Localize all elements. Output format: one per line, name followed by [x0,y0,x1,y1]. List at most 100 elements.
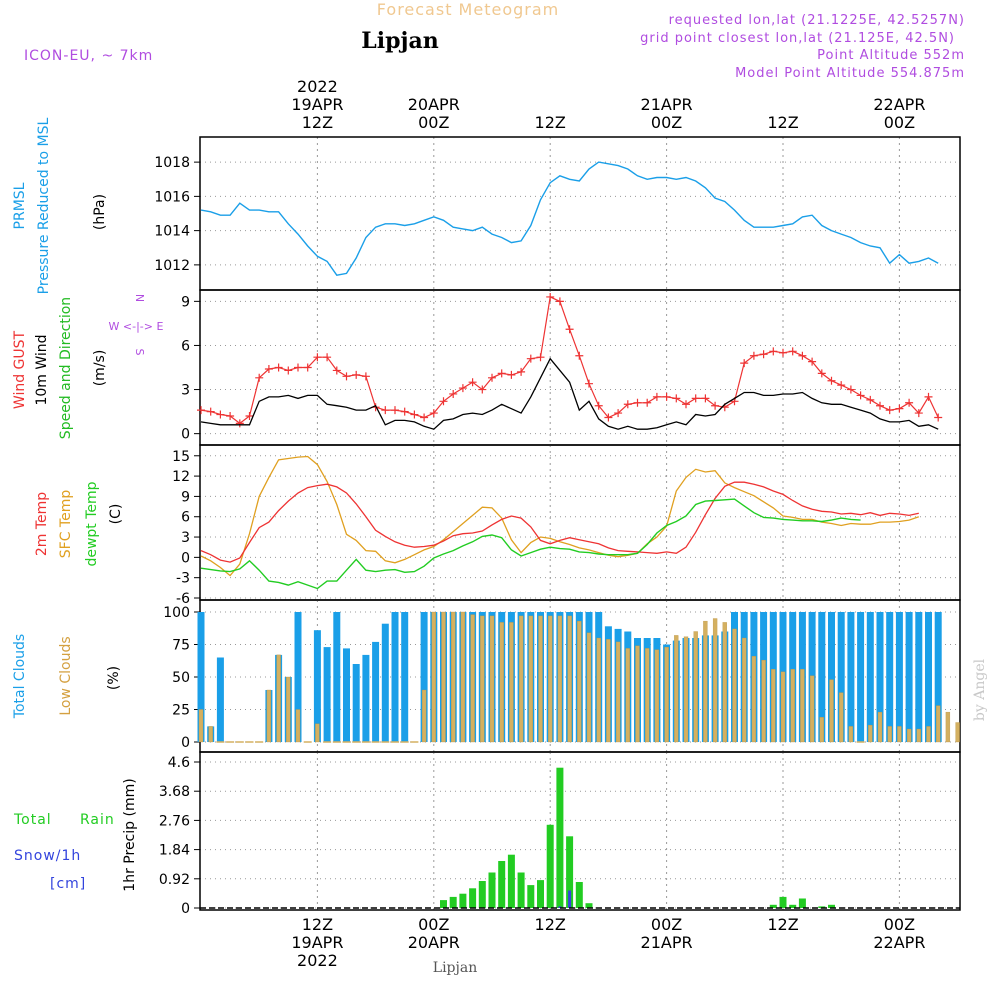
gust-marker [449,389,458,398]
precipitation-panel: 0 0.92 1.84 2.76 3.68 4.6 [159,751,961,917]
low-cloud-bar [887,726,892,743]
rain-bar [779,896,787,908]
bottom-time-label: 2022 [297,951,338,970]
gust-marker [294,363,302,372]
gust-marker [517,367,526,376]
low-cloud-bar [654,649,660,743]
gust-marker [332,366,341,375]
low-cloud-bar [431,611,436,743]
total-cloud-bar [925,612,932,742]
y-tick-label: 3 [181,530,190,546]
y-tick-label: 1.84 [159,843,190,859]
low-cloud-bar [683,636,689,743]
total-cloud-bar [401,612,409,742]
total-cloud-bar [372,641,380,742]
gust-marker [876,401,884,410]
low-cloud-bar [926,726,931,743]
rain-bar [498,861,506,908]
bottom-time-label: 12Z [767,915,798,934]
wind-panel: 0 3 6 9 [181,289,961,446]
y-tick-label: 9 [181,489,190,505]
y-tick-label: -3 [176,571,190,587]
meteogram-title: Forecast Meteogram [377,0,559,19]
top-time-label: 12Z [535,113,566,132]
gust-marker [565,325,574,334]
gust-line [200,296,939,425]
gust-marker [856,391,865,400]
low-cloud-bar [839,692,844,743]
low-cloud-bar [596,637,601,743]
gust-marker [623,400,632,409]
bottom-time-label: 12Z [535,915,566,934]
compass-west-east: W <-|-> E [109,320,164,333]
requested-coords: requested lon,lat (21.1225E, 42.5257N) [669,13,965,28]
low-cloud-bar [800,669,805,743]
snow-bar [568,890,572,908]
wind-dir-label: Speed and Direction [58,297,74,439]
temp-panel-labels: 2m Temp SFC Temp dewpt Temp (C) [34,481,124,566]
gust-marker [614,409,623,418]
low-cloud-bar [936,705,941,743]
rain-bar [585,903,593,908]
panel-frame [199,136,961,291]
gust-marker [682,400,690,409]
total-cloud-bar [895,612,903,742]
low-cloud-bar [945,711,951,743]
low-cloud-bar [751,656,757,743]
pressure-line [200,161,939,276]
top-time-label: 00Z [884,113,915,132]
rain-bar [527,885,535,908]
gust-marker [817,369,826,378]
bottom-time-label: 21APR [641,933,693,952]
low-cloud-bar [470,614,475,743]
rain-bar [789,904,797,908]
low-cloud-bar [276,654,281,743]
top-time-label: 00Z [651,113,682,132]
low-cloud-bar [712,618,718,743]
gust-marker [303,363,312,372]
point-altitude: Point Altitude 552m [817,48,965,63]
low-cloud-bar [645,648,650,743]
gust-marker [672,394,681,403]
rain-bar [488,872,496,908]
precip-unit: 1hr Precip (mm) [122,778,138,891]
rain-bar [798,898,806,908]
compass-north: N [133,294,146,302]
temp-unit: (C) [108,504,124,525]
total-cloud-bar [381,623,389,742]
sfc-temp-label: SFC Temp [58,490,74,559]
rain-bar [478,881,486,908]
low-cloud-bar [548,615,553,743]
gust-marker [546,292,555,301]
gust-marker [274,363,283,372]
total-label: Total [13,812,52,828]
low-cloud-bar [790,669,795,743]
gust-marker [478,385,487,394]
total-cloud-bar [313,630,321,742]
rain-bar [546,824,554,908]
total-cloud-bar [837,612,845,742]
wind-label: 10m Wind [34,334,50,405]
rain-bar [828,904,835,908]
location-title: Lipjan [361,28,438,54]
low-cloud-bar [441,611,446,743]
rain-bar [440,900,447,908]
gust-marker [575,351,584,360]
gust-marker [226,412,235,421]
low-cloud-bar [315,723,320,743]
gust-marker [769,347,778,356]
low-cloud-bar [848,726,854,743]
y-tick-label: 0.92 [159,872,190,888]
cloud-unit: (%) [106,666,122,690]
y-tick-label: 0 [181,735,190,751]
low-cloud-bar [489,615,495,743]
snow-unit: [cm] [50,876,86,892]
gust-marker [197,406,205,415]
sfc-temp-line [200,455,920,577]
gust-marker [788,347,797,356]
rain-label: Rain [80,812,115,828]
low-cloud-bar [916,728,921,743]
panel-frame [199,289,961,446]
